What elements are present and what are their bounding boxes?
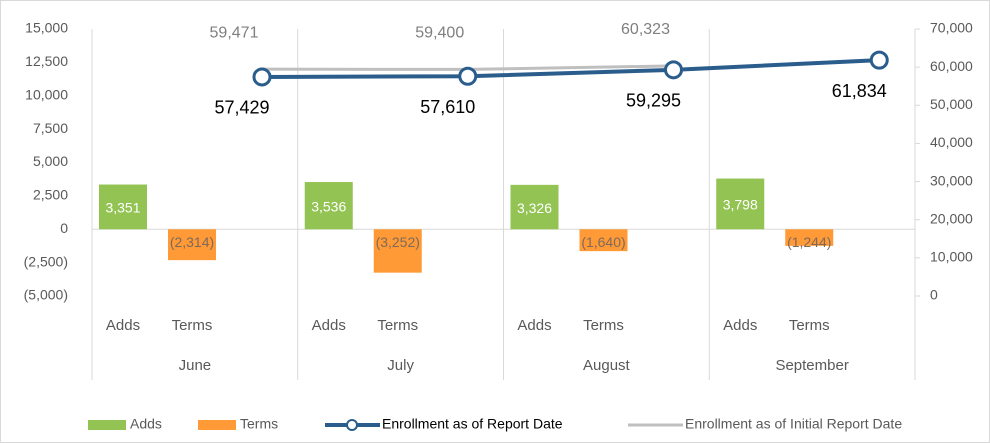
y2-tick-label: 50,000	[930, 96, 973, 112]
legend-swatch	[88, 420, 126, 430]
bar	[579, 229, 628, 252]
bar-label: (3,252)	[376, 234, 420, 250]
legend-marker	[346, 419, 358, 431]
y-tick-label: 2,500	[33, 187, 68, 203]
group-label: July	[387, 357, 414, 374]
x-tick-label: Terms	[789, 317, 830, 334]
bar-label: (1,640)	[581, 234, 625, 250]
x-tick-label: Adds	[723, 317, 757, 334]
line-label: 57,610	[420, 97, 475, 117]
bar-label: 3,536	[311, 198, 346, 214]
x-tick-label: Terms	[583, 317, 624, 334]
y-tick-label: 7,500	[33, 120, 68, 136]
bar-label: 3,798	[723, 197, 758, 213]
x-tick-label: Adds	[517, 317, 551, 334]
legend-label: Terms	[240, 416, 278, 432]
legend-label: Adds	[130, 416, 162, 432]
bar-label: (2,314)	[170, 234, 214, 250]
bar-label: 3,326	[517, 200, 552, 216]
line	[261, 58, 880, 79]
y2-tick-label: 60,000	[930, 58, 973, 74]
y-tick-label: (5,000)	[24, 287, 68, 303]
group-label: August	[583, 357, 631, 374]
y2-tick-label: 20,000	[930, 210, 973, 226]
y-tick-label: 5,000	[33, 153, 68, 169]
bar-label: (1,244)	[787, 234, 831, 250]
line-label: 60,323	[621, 21, 670, 38]
group-label: September	[775, 357, 848, 374]
y-tick-label: 15,000	[25, 20, 68, 36]
line-marker	[664, 60, 683, 80]
x-tick-label: Adds	[312, 317, 346, 334]
bar	[510, 184, 559, 230]
line-marker	[869, 50, 889, 70]
line-marker	[252, 67, 272, 87]
line-label: 59,400	[415, 25, 464, 42]
bar-label: 3,351	[105, 200, 140, 216]
legend-swatch	[198, 420, 236, 430]
line-label: 57,429	[214, 98, 269, 118]
y-tick-label: 0	[60, 220, 68, 236]
bar	[716, 178, 765, 230]
x-tick-label: Terms	[377, 317, 418, 334]
line-label: 59,471	[210, 24, 259, 41]
x-tick-label: Adds	[106, 317, 140, 334]
y-tick-label: 10,000	[25, 86, 68, 102]
y2-tick-label: 30,000	[930, 172, 973, 188]
y2-tick-label: 0	[930, 287, 938, 303]
group-label: June	[179, 357, 212, 374]
y2-tick-label: 40,000	[930, 134, 973, 150]
bar	[785, 229, 834, 246]
y2-tick-label: 70,000	[930, 20, 973, 36]
bar	[168, 229, 216, 261]
bar	[99, 184, 147, 230]
x-tick-label: Terms	[172, 317, 213, 334]
legend-label: Enrollment as of Initial Report Date	[685, 416, 902, 432]
line-marker	[458, 66, 478, 86]
y2-tick-label: 10,000	[930, 249, 973, 265]
line-label: 59,295	[626, 91, 681, 111]
legend-label: Enrollment as of Report Date	[382, 416, 563, 432]
bar	[304, 182, 353, 230]
y-tick-label: (2,500)	[24, 253, 68, 269]
bar	[373, 229, 422, 273]
line-label: 61,834	[832, 81, 887, 101]
y-tick-label: 12,500	[25, 53, 68, 69]
